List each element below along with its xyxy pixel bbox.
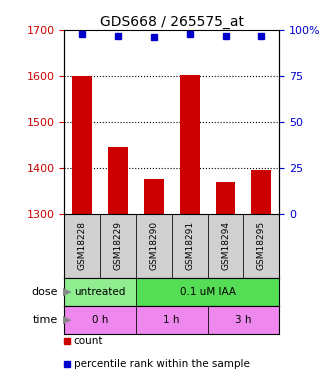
Bar [208, 306, 279, 334]
Text: untreated: untreated [74, 286, 126, 297]
Bar [216, 182, 235, 214]
Bar [136, 278, 279, 306]
Bar [172, 214, 208, 278]
Bar [180, 75, 200, 214]
Text: 1 h: 1 h [163, 315, 180, 325]
Bar [208, 214, 243, 278]
Bar [108, 147, 128, 214]
Bar [72, 76, 92, 214]
Text: percentile rank within the sample: percentile rank within the sample [74, 359, 250, 369]
Text: GSM18229: GSM18229 [113, 221, 123, 270]
Bar [136, 306, 208, 334]
Text: dose: dose [31, 286, 58, 297]
Bar [251, 170, 271, 214]
Bar [64, 214, 100, 278]
Bar [243, 214, 279, 278]
Text: ▶: ▶ [63, 286, 71, 297]
Text: GSM18290: GSM18290 [149, 221, 158, 270]
Bar [144, 179, 164, 214]
Text: 3 h: 3 h [235, 315, 252, 325]
Text: GSM18291: GSM18291 [185, 221, 194, 270]
Bar [64, 278, 136, 306]
Text: 0 h: 0 h [92, 315, 108, 325]
Title: GDS668 / 265575_at: GDS668 / 265575_at [100, 15, 244, 29]
Text: GSM18228: GSM18228 [78, 221, 87, 270]
Bar [136, 214, 172, 278]
Text: GSM18294: GSM18294 [221, 221, 230, 270]
Text: time: time [32, 315, 58, 325]
Text: GSM18295: GSM18295 [257, 221, 266, 270]
Text: 0.1 uM IAA: 0.1 uM IAA [179, 286, 236, 297]
Text: ▶: ▶ [63, 315, 71, 325]
Text: count: count [74, 336, 103, 346]
Bar [64, 306, 136, 334]
Bar [100, 214, 136, 278]
